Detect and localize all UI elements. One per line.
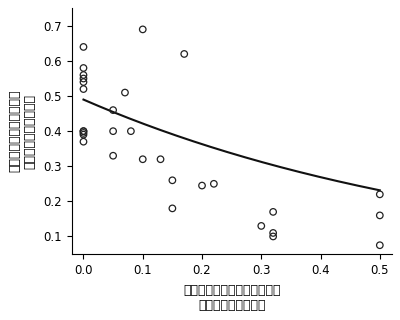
Point — [169, 178, 176, 183]
Point — [181, 52, 188, 57]
Point — [211, 181, 217, 186]
Point — [157, 157, 164, 162]
Point — [140, 157, 146, 162]
Point — [110, 129, 116, 134]
Point — [80, 86, 87, 92]
X-axis label: 有性系統にオスが占める割合
（＝オスへの投賄）: 有性系統にオスが占める割合 （＝オスへの投賄） — [183, 284, 280, 312]
Point — [270, 209, 276, 214]
Point — [80, 79, 87, 84]
Point — [110, 108, 116, 113]
Point — [80, 65, 87, 70]
Point — [80, 130, 87, 135]
Point — [80, 44, 87, 50]
Point — [270, 234, 276, 239]
Point — [140, 27, 146, 32]
Y-axis label: ネギアザミウマ集団中に
有性系統が占める割合: ネギアザミウマ集団中に 有性系統が占める割合 — [8, 90, 36, 172]
Point — [80, 139, 87, 144]
Point — [110, 153, 116, 158]
Point — [199, 183, 205, 188]
Point — [128, 129, 134, 134]
Point — [377, 243, 383, 248]
Point — [169, 206, 176, 211]
Point — [80, 129, 87, 134]
Point — [122, 90, 128, 95]
Point — [377, 213, 383, 218]
Point — [258, 223, 264, 228]
Point — [377, 192, 383, 197]
Point — [80, 76, 87, 81]
Point — [80, 132, 87, 137]
Point — [270, 230, 276, 236]
Point — [80, 129, 87, 134]
Point — [80, 72, 87, 77]
